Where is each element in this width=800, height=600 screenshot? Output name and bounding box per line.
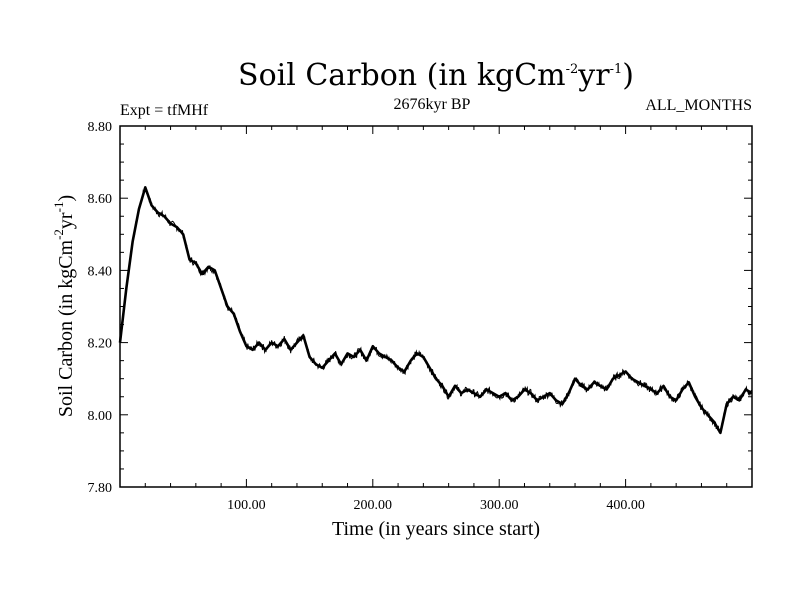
experiment-label: Expt = tfMHf — [120, 102, 209, 119]
title-end: ) — [622, 58, 634, 93]
y-label-mid: yr — [55, 212, 77, 229]
title-main: Soil Carbon (in kgCm — [238, 58, 566, 93]
x-tick-label: 200.00 — [354, 498, 393, 513]
y-tick-label: 7.80 — [88, 481, 113, 496]
y-tick-label: 8.40 — [88, 264, 113, 279]
y-tick-label: 8.60 — [88, 192, 113, 207]
x-tick-label: 300.00 — [480, 498, 519, 513]
title-sup-1: -2 — [566, 62, 579, 77]
x-axis-tick-labels: 100.00 200.00 300.00 400.00 — [227, 498, 645, 513]
chart-title: Soil Carbon (in kgCm-2yr-1) — [238, 58, 634, 93]
title-mid: yr — [577, 58, 610, 93]
y-tick-label: 8.80 — [88, 120, 113, 135]
y-tick-label: 8.00 — [88, 409, 113, 424]
period-label: 2676kyr BP — [394, 96, 471, 113]
y-label-main: Soil Carbon (in kgCm — [55, 239, 77, 417]
x-axis-label: Time (in years since start) — [332, 518, 540, 540]
x-axis-ticks — [144, 126, 728, 487]
series-line-noise — [119, 186, 753, 434]
y-label-sup-2: -1 — [51, 202, 66, 213]
y-axis-ticks — [120, 125, 752, 488]
title-sup-2: -1 — [610, 62, 623, 77]
y-label-sup-1: -2 — [51, 229, 66, 240]
x-tick-label: 400.00 — [606, 498, 645, 513]
y-axis-tick-labels: 7.80 8.00 8.20 8.40 8.60 8.80 — [88, 120, 113, 496]
y-label-end: ) — [55, 195, 77, 202]
y-axis-label: Soil Carbon (in kgCm-2yr-1) — [51, 195, 77, 417]
months-label: ALL_MONTHS — [645, 97, 752, 114]
y-tick-label: 8.20 — [88, 337, 113, 352]
x-tick-label: 100.00 — [227, 498, 266, 513]
